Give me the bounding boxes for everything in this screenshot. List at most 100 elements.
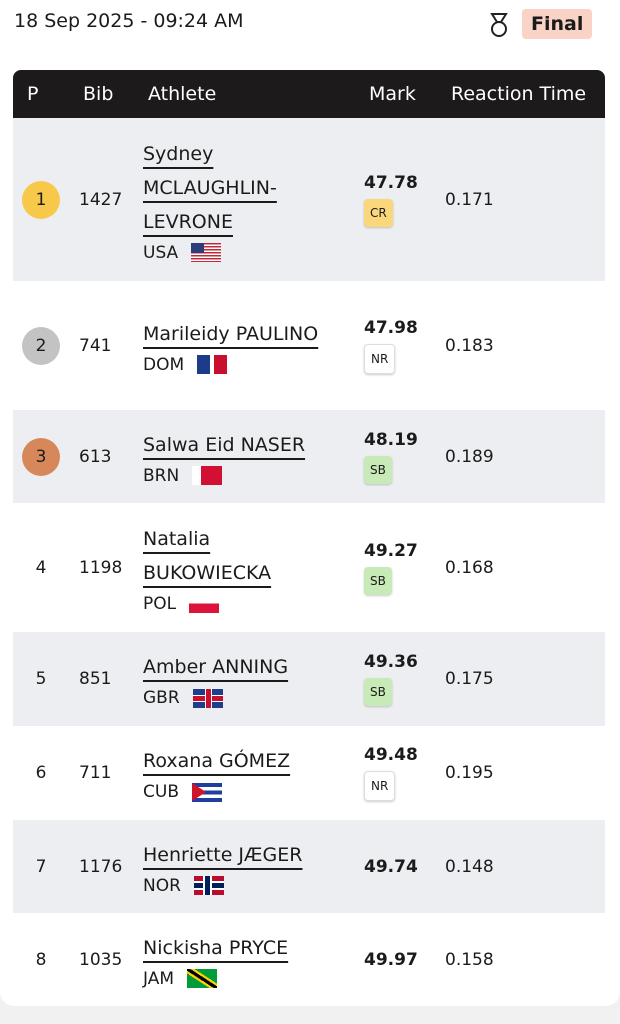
record-wrap: SB <box>364 672 418 706</box>
bib: 1198 <box>79 557 123 578</box>
record-wrap: NR <box>364 338 418 374</box>
column-header: Bib <box>83 83 114 105</box>
header-bar: 18 Sep 2025 - 09:24 AM Final <box>0 0 620 60</box>
result-row: 4 1198 Natalia BUKOWIECKA POL 49.27 SB 0.168 <box>13 503 605 632</box>
mark: 49.36 <box>364 652 418 672</box>
country: GBR <box>143 688 329 708</box>
flag <box>187 969 218 988</box>
country-code: USA <box>143 242 179 263</box>
athlete-name[interactable]: Roxana GÓMEZ <box>143 750 291 772</box>
country-code: DOM <box>143 354 185 375</box>
column-header: Athlete <box>148 83 217 105</box>
record-badge: SB <box>364 566 392 595</box>
mark: 49.48 <box>364 745 418 765</box>
result-row: 6 711 Roxana GÓMEZ CUB 49.48 NR 0.195 <box>13 726 605 820</box>
athlete-cell: Henriette JÆGER NOR <box>143 838 329 896</box>
mark: 49.74 <box>364 856 418 877</box>
mark-cell: 49.36 SB <box>364 652 418 706</box>
column-header: Reaction Time <box>451 83 587 105</box>
country-code: POL <box>143 593 177 614</box>
record-badge: NR <box>364 771 396 801</box>
medal-position: 3 <box>22 437 60 476</box>
reaction-time: 0.168 <box>445 557 494 578</box>
bib: 613 <box>79 446 112 467</box>
athlete-name[interactable]: Amber ANNING <box>143 656 289 678</box>
reaction-time: 0.171 <box>445 189 494 210</box>
reaction-time: 0.195 <box>445 763 494 783</box>
flag <box>191 782 222 802</box>
medal-icon <box>490 13 508 37</box>
flag <box>193 876 224 895</box>
mark-cell: 49.74 <box>364 857 418 877</box>
flag <box>197 355 228 374</box>
reaction-time: 0.158 <box>445 949 494 970</box>
athlete-cell: Marileidy PAULINO DOM <box>143 317 329 375</box>
result-row: 1 1427 Sydney MCLAUGHLIN-LEVRONE USA 47.78 CR… <box>13 118 605 281</box>
country: CUB <box>143 782 329 802</box>
athlete-name[interactable]: Salwa Eid NASER <box>143 433 306 456</box>
position-cell: 5 <box>13 669 69 689</box>
athlete-name[interactable]: Marileidy PAULINO <box>143 322 319 345</box>
column-header: Mark <box>369 83 416 105</box>
mark-cell: 47.98 NR <box>364 318 418 374</box>
record-wrap: SB <box>364 450 418 484</box>
bib: 711 <box>79 763 112 783</box>
position: 5 <box>35 669 47 689</box>
mark: 47.98 <box>364 317 418 338</box>
result-row: 2 741 Marileidy PAULINO DOM 47.98 NR 0.183 <box>13 281 605 410</box>
country: JAM <box>143 969 329 989</box>
athlete-name[interactable]: Natalia BUKOWIECKA <box>143 527 272 584</box>
mark: 47.78 <box>364 172 418 193</box>
position-cell: 7 <box>13 857 69 877</box>
mark-cell: 47.78 CR <box>364 173 418 227</box>
country-code: CUB <box>143 782 179 802</box>
record-badge: CR <box>364 198 393 227</box>
result-row: 8 1035 Nickisha PRYCE JAM 49.97 0.158 <box>13 913 605 1006</box>
athlete-cell: Amber ANNING GBR <box>143 650 329 708</box>
athlete-name[interactable]: Henriette JÆGER <box>143 843 303 866</box>
position-cell: 2 <box>13 326 69 365</box>
position: 7 <box>35 856 47 877</box>
record-badge: SB <box>364 678 392 706</box>
date: 18 Sep 2025 - 09:24 AM <box>14 10 244 32</box>
country-code: NOR <box>143 875 181 896</box>
position: 6 <box>35 763 47 783</box>
position-cell: 3 <box>13 437 69 476</box>
position: 8 <box>35 949 47 970</box>
flag <box>192 466 223 485</box>
record-wrap: SB <box>364 561 418 595</box>
mark: 49.27 <box>364 540 418 561</box>
result-row: 5 851 Amber ANNING GBR 49.36 SB 0.175 <box>13 632 605 726</box>
country-code: BRN <box>143 465 180 486</box>
athlete-cell: Sydney MCLAUGHLIN-LEVRONE USA <box>143 137 329 263</box>
country-code: JAM <box>143 968 175 989</box>
bib: 741 <box>79 335 112 356</box>
reaction-time: 0.189 <box>445 446 494 467</box>
record-wrap: NR <box>364 765 418 801</box>
bib: 1035 <box>79 949 123 970</box>
country-code: GBR <box>143 688 180 708</box>
position-cell: 1 <box>13 180 69 219</box>
country: POL <box>143 594 329 614</box>
mark-cell: 49.48 NR <box>364 745 418 801</box>
mark: 49.97 <box>364 949 418 970</box>
country: USA <box>143 243 329 263</box>
position-cell: 4 <box>13 558 69 578</box>
athlete-name[interactable]: Nickisha PRYCE <box>143 936 289 959</box>
position: 4 <box>35 557 47 578</box>
reaction-time: 0.175 <box>445 669 494 689</box>
athlete-cell: Salwa Eid NASER BRN <box>143 428 329 486</box>
mark-cell: 49.97 <box>364 950 418 970</box>
athlete-cell: Nickisha PRYCE JAM <box>143 931 329 989</box>
athlete-cell: Roxana GÓMEZ CUB <box>143 744 329 802</box>
medal-position: 1 <box>22 180 60 219</box>
column-header: P <box>27 83 39 105</box>
athlete-name[interactable]: Sydney MCLAUGHLIN-LEVRONE <box>143 142 277 233</box>
record-badge: NR <box>364 343 396 374</box>
table-header: P Bib Athlete Mark Reaction Time <box>13 70 605 118</box>
flag <box>189 594 220 613</box>
country: BRN <box>143 466 329 486</box>
mark-cell: 49.27 SB <box>364 541 418 595</box>
medal-position: 2 <box>22 326 60 365</box>
